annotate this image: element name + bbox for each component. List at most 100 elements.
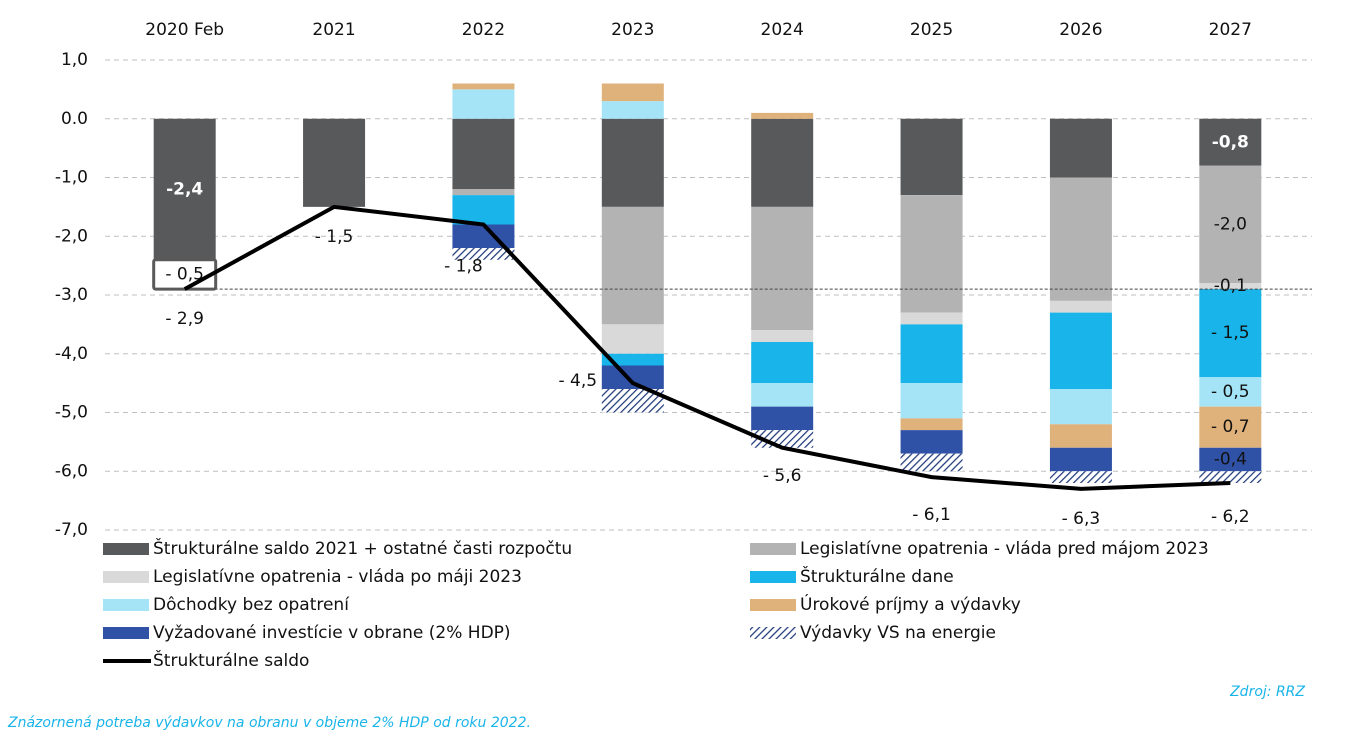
- bar-segment: [601, 101, 664, 119]
- bar-segment: [751, 206, 814, 331]
- data-label: - 0,7: [1211, 417, 1250, 437]
- y-tick-label: -4,0: [55, 344, 88, 364]
- bar-segment: [1049, 424, 1112, 448]
- legend-label: Vyžadované investície v obrane (2% HDP): [153, 623, 511, 643]
- bar-segment: [601, 83, 664, 102]
- bar-segment: [1049, 312, 1112, 389]
- bar-segment: [452, 224, 515, 248]
- legend-label: Štrukturálne saldo: [153, 649, 309, 671]
- legend-swatch: [750, 543, 796, 555]
- annotation: - 0,5: [165, 264, 204, 284]
- line-label: - 6,3: [1062, 509, 1101, 529]
- x-tick-label: 2021: [312, 20, 355, 40]
- bar-segment: [900, 118, 963, 196]
- y-tick-label: 0.0: [61, 109, 88, 129]
- legend-label: Legislatívne opatrenia - vláda pred májo…: [800, 539, 1209, 559]
- bar-segment: [900, 195, 963, 313]
- y-tick-label: -3,0: [55, 285, 88, 305]
- bar-segment: [1049, 471, 1112, 483]
- y-tick-label: -5,0: [55, 403, 88, 423]
- x-tick-label: 2025: [910, 20, 953, 40]
- bar-segment: [153, 118, 216, 260]
- bar-segment: [1199, 165, 1262, 284]
- line-label: - 2,9: [165, 309, 204, 329]
- bar-segment: [452, 248, 515, 260]
- bar-segment: [1049, 177, 1112, 301]
- legend-label: Výdavky VS na energie: [800, 623, 996, 643]
- bar-segment: [900, 312, 963, 325]
- legend-swatch: [103, 599, 149, 611]
- line-label: - 6,1: [912, 505, 951, 525]
- bar-segment: [1199, 283, 1262, 290]
- bar-segment: [601, 389, 664, 413]
- bar-segment: [751, 330, 814, 342]
- data-label: -0,8: [1212, 132, 1249, 152]
- bar-segment: [1199, 406, 1262, 448]
- bar-segment: [1049, 389, 1112, 425]
- bar-segment: [452, 89, 515, 119]
- line: [183, 204, 1231, 491]
- y-tick-label: 1,0: [61, 50, 88, 70]
- bar-segment: [751, 118, 814, 207]
- legend-swatch: [750, 571, 796, 583]
- line-label: - 1,8: [444, 257, 483, 277]
- bar-segment: [1199, 118, 1262, 166]
- x-tick-label: 2020 Feb: [145, 20, 224, 40]
- bar-segment: [601, 206, 664, 325]
- bar-segment: [1199, 289, 1262, 378]
- bar-segment: [1199, 447, 1262, 472]
- x-tick-label: 2027: [1209, 20, 1252, 40]
- bar-segment: [452, 83, 515, 90]
- line-label: - 4,5: [559, 371, 598, 391]
- bar-segment: [1049, 118, 1112, 178]
- bar-segment: [751, 406, 814, 431]
- legend-label: Štrukturálne dane: [800, 565, 954, 587]
- bar-segment: [303, 118, 366, 207]
- legend-label: Dôchodky bez opatrení: [153, 595, 350, 615]
- bar-segment: [1199, 471, 1262, 483]
- legend-swatch: [103, 627, 149, 639]
- bar-segment: [751, 430, 814, 448]
- bar-segment: [601, 365, 664, 389]
- line-label: - 5,6: [763, 466, 802, 486]
- x-tick-label: 2022: [462, 20, 505, 40]
- data-label: - 0,5: [1211, 382, 1250, 402]
- x-tick-label: 2024: [761, 20, 804, 40]
- source: Zdroj: RRZ: [1229, 684, 1305, 700]
- y-tick-label: -1,0: [55, 168, 88, 188]
- y-tick-label: -7,0: [55, 520, 88, 540]
- bar-segment: [1199, 377, 1262, 407]
- data-label: - 1,5: [1211, 323, 1250, 343]
- bar-segment: [900, 383, 963, 419]
- bar-segment: [900, 324, 963, 384]
- data-label: -0,1: [1214, 276, 1247, 296]
- bar-segment: [452, 195, 515, 225]
- x-tick-label: 2026: [1059, 20, 1102, 40]
- bar-segment: [900, 430, 963, 454]
- legend-swatch: [103, 543, 149, 555]
- bar-segment: [1049, 300, 1112, 313]
- data-label: -2,4: [166, 179, 203, 199]
- line-label: - 1,5: [315, 227, 354, 247]
- data-label: -2,0: [1214, 215, 1247, 235]
- bar-segment: [751, 112, 814, 119]
- bar-segment: [751, 342, 814, 384]
- bar-segment: [601, 324, 664, 354]
- data-label: -0,4: [1214, 450, 1247, 470]
- legend-label: Štrukturálne saldo 2021 + ostatné časti …: [153, 537, 572, 559]
- y-tick-label: -6,0: [55, 461, 88, 481]
- bar-segment: [601, 118, 664, 207]
- legend-swatch: [750, 599, 796, 611]
- bar-segment: [601, 353, 664, 366]
- legend-swatch: [750, 627, 796, 639]
- line-label: - 6,2: [1211, 507, 1250, 527]
- legend-label: Úrokové príjmy a výdavky: [800, 593, 1021, 615]
- legend-label: Legislatívne opatrenia - vláda po máji 2…: [153, 567, 522, 587]
- legend-swatch: [103, 571, 149, 583]
- bar-segment: [751, 383, 814, 407]
- footnote: Znázornená potreba výdavkov na obranu v …: [7, 715, 531, 731]
- bar-segment: [900, 418, 963, 431]
- bar-segment: [452, 118, 515, 190]
- bar-segment: [900, 453, 963, 472]
